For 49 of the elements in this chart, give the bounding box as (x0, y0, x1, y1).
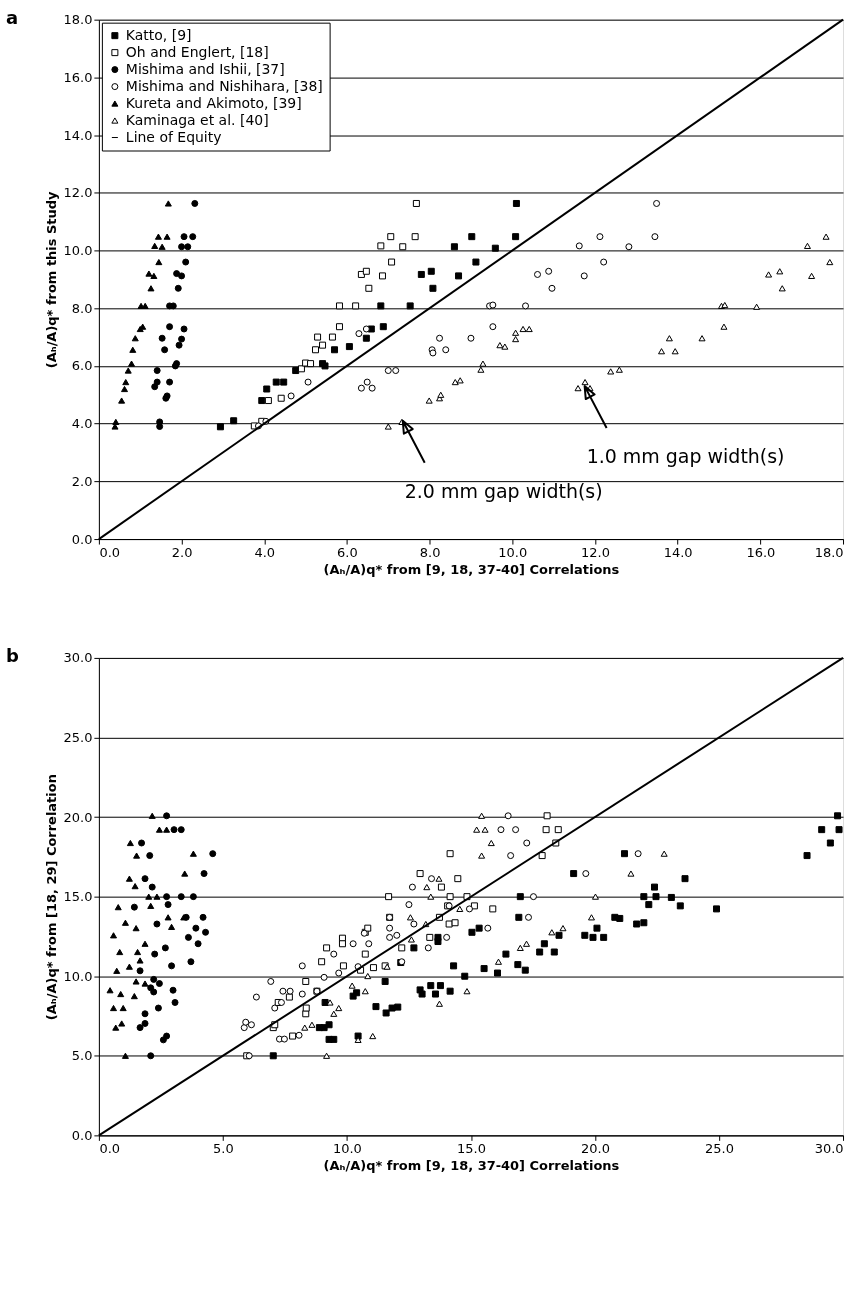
y-tick-label: 0.0 (71, 531, 93, 547)
y-tick-label: 4.0 (71, 416, 93, 432)
x-tick-label: 14.0 (663, 544, 693, 560)
x-tick-label: 4.0 (254, 544, 276, 560)
chart-title: a (6, 6, 19, 28)
y-tick-label: 5.0 (71, 1048, 93, 1064)
y-axis-title: (Aₕ/A)q* from [18, 29] Correlation (44, 774, 60, 1021)
y-tick-label: 16.0 (63, 69, 93, 85)
x-tick-label: 16.0 (746, 544, 776, 560)
x-tick-label: 18.0 (814, 544, 844, 560)
x-tick-label: 10.0 (332, 1140, 362, 1156)
y-tick-label: 0.0 (71, 1127, 93, 1143)
y-tick-label: 15.0 (63, 889, 93, 905)
x-tick-label: 2.0 (171, 544, 193, 560)
legend-label: Line of Equity (125, 128, 222, 145)
y-tick-label: 20.0 (63, 809, 93, 825)
annotation: 2.0 mm gap width(s) (404, 479, 603, 502)
x-tick-label: 0.0 (99, 544, 121, 560)
y-tick-label: 18.0 (63, 12, 93, 28)
legend-label: Katto, [9] (125, 26, 192, 43)
x-tick-label: 5.0 (213, 1140, 234, 1156)
y-tick-label: 12.0 (63, 185, 93, 201)
legend-label: Kureta and Akimoto, [39] (125, 94, 302, 111)
y-axis-title: (Aₕ/A)q* from this Study (44, 190, 60, 369)
x-tick-label: 25.0 (705, 1140, 734, 1156)
x-tick-label: 10.0 (498, 544, 528, 560)
annotation: 1.0 mm gap width(s) (586, 445, 785, 468)
x-tick-label: 12.0 (581, 544, 610, 560)
y-tick-label: 10.0 (63, 968, 93, 984)
x-tick-label: 30.0 (814, 1140, 844, 1156)
x-axis-title: (Aₕ/A)q* from [9, 18, 37-40] Correlations (323, 1157, 620, 1173)
x-tick-label: 0.0 (99, 1140, 121, 1156)
x-tick-label: 20.0 (581, 1140, 610, 1156)
y-tick-label: 6.0 (71, 358, 93, 374)
y-tick-label: 2.0 (71, 473, 93, 489)
y-tick-label: 10.0 (63, 243, 93, 258)
x-tick-label: 8.0 (419, 544, 441, 560)
legend-label: Kaminaga et al. [40] (125, 111, 269, 128)
x-tick-label: 15.0 (457, 1140, 486, 1156)
y-tick-label: 25.0 (63, 729, 93, 745)
y-tick-label: 30.0 (63, 650, 93, 666)
chart-title: b (6, 644, 20, 666)
y-tick-label: 14.0 (63, 127, 93, 143)
x-tick-label: 6.0 (337, 544, 358, 560)
y-tick-label: 8.0 (71, 300, 93, 316)
legend-label: Mishima and Ishii, [37] (125, 60, 285, 77)
x-axis-title: (Aₕ/A)q* from [9, 18, 37-40] Correlations (323, 561, 620, 577)
legend-label: Oh and Englert, [18] (125, 43, 269, 60)
legend-label: Mishima and Nishihara, [38] (125, 77, 323, 94)
